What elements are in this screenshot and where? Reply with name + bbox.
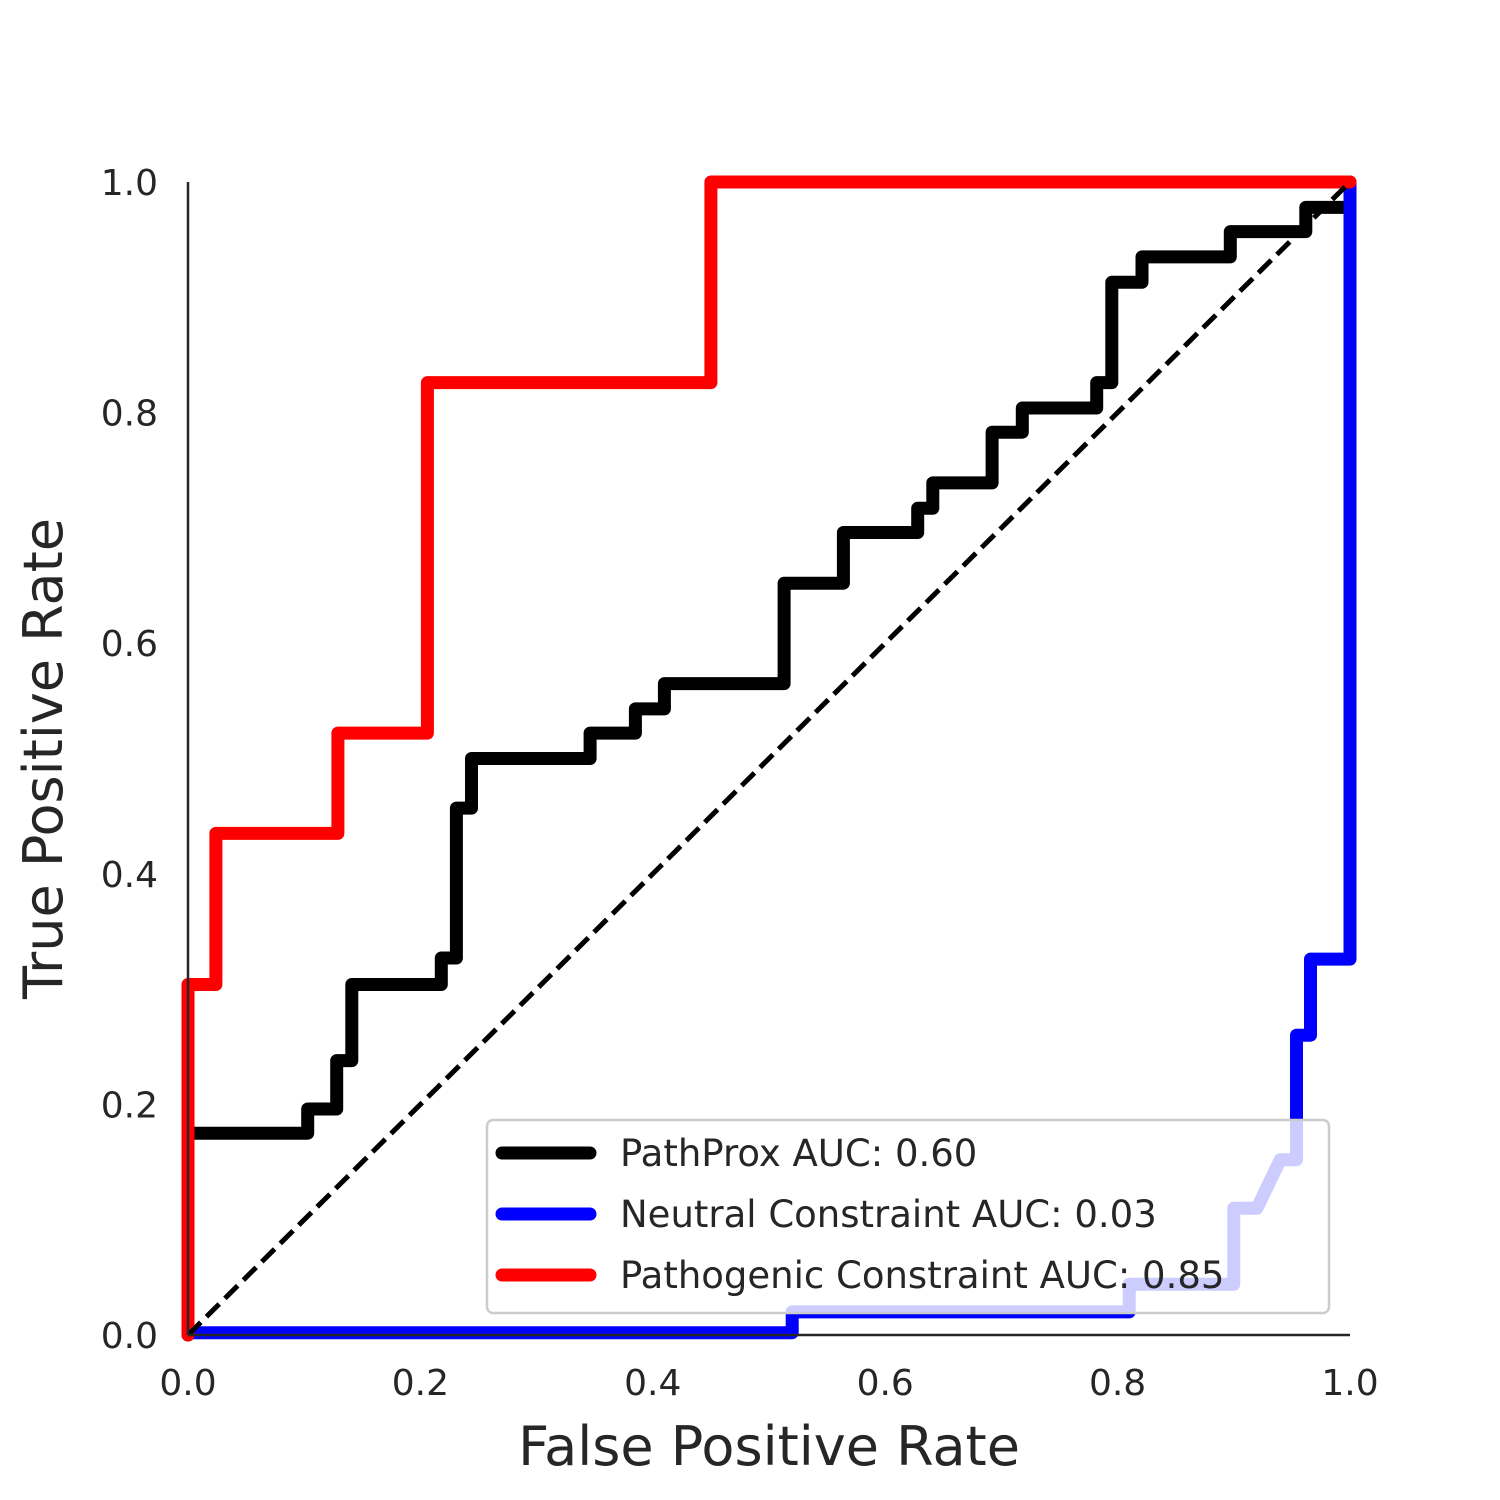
y-tick-label: 0.2	[101, 1085, 158, 1126]
x-tick-label: 0.8	[1089, 1363, 1146, 1404]
x-tick-label: 0.4	[624, 1363, 681, 1404]
x-tick-label: 0.2	[392, 1363, 449, 1404]
y-tick-label: 0.6	[101, 624, 158, 665]
y-tick-label: 1.0	[101, 163, 158, 204]
y-tick-label: 0.0	[101, 1316, 158, 1357]
roc-series-line-2	[181, 175, 1357, 1342]
chance-diagonal-line	[186, 180, 1352, 1337]
legend-label: Neutral Constraint AUC: 0.03	[620, 1193, 1157, 1236]
y-tick-label: 0.8	[101, 394, 158, 435]
legend-label: PathProx AUC: 0.60	[620, 1132, 977, 1175]
x-axis-title: False Positive Rate	[518, 1415, 1020, 1478]
x-tick-label: 1.0	[1321, 1363, 1378, 1404]
legend: PathProx AUC: 0.60 Neutral Constraint AUC…	[485, 1118, 1331, 1315]
roc-series-line-0	[181, 200, 1357, 1342]
legend-box	[485, 1118, 1331, 1315]
legend-label: Pathogenic Constraint AUC: 0.85	[620, 1254, 1224, 1297]
legend-items: PathProx AUC: 0.60 Neutral Constraint AUC…	[495, 1132, 1224, 1297]
tick-layer: 0.0 0.2 0.4 0.6 0.8 1.0 0.0 0.2 0.4 0.6 0.8 1.0	[101, 163, 1379, 1404]
y-tick-label: 0.4	[101, 855, 158, 896]
x-tick-label: 0.0	[159, 1363, 216, 1404]
x-tick-label: 0.6	[857, 1363, 914, 1404]
y-axis-title: True Positive Rate	[12, 518, 75, 1000]
